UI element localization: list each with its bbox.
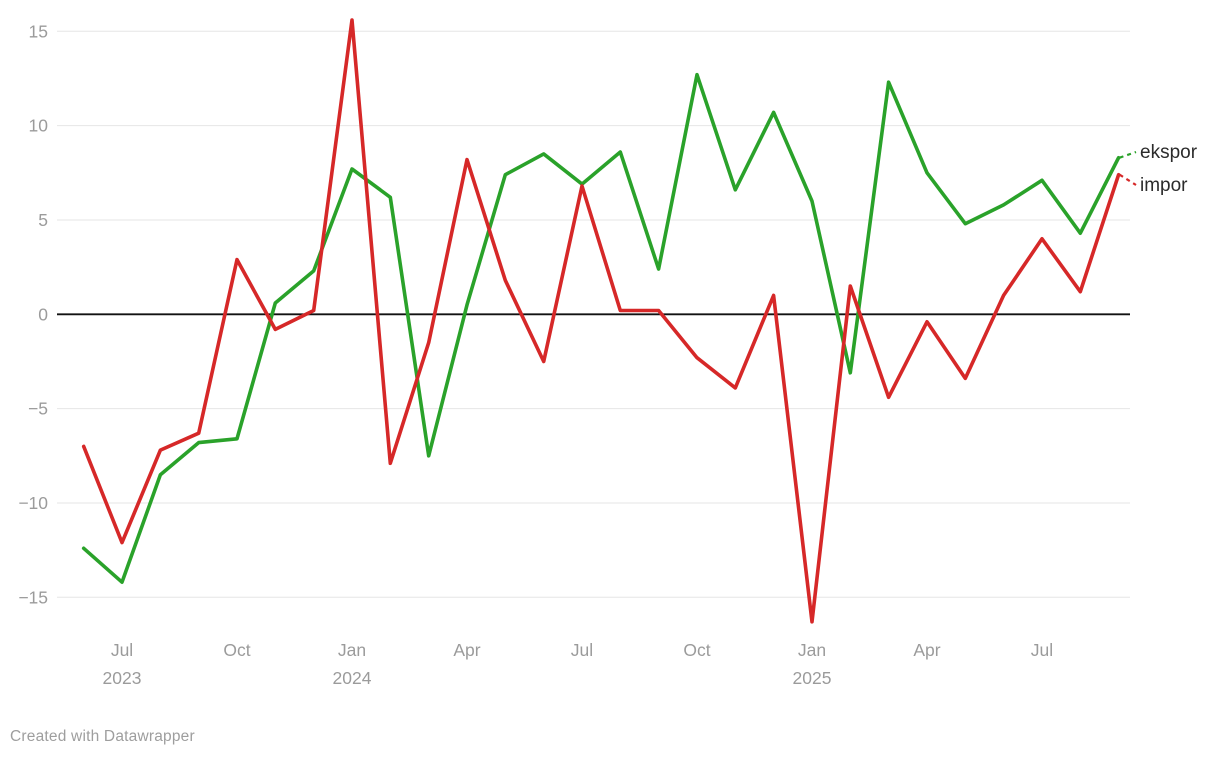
chart-canvas: 15 10 5 0 −5 −10 −15 Jul 2023 Oct Jan 2024 Apr Jul Oct… xyxy=(18,18,1198,688)
x-tick-label-month: Apr xyxy=(453,640,480,660)
y-tick-label: −15 xyxy=(18,587,48,607)
impor-line xyxy=(81,18,1121,624)
x-tick-label-month: Jan xyxy=(798,640,826,660)
x-tick-label-year: 2025 xyxy=(793,668,832,688)
y-tick-label: −5 xyxy=(28,399,48,419)
datawrapper-credit: Created with Datawrapper xyxy=(10,728,195,745)
x-tick-label-month: Oct xyxy=(683,640,710,660)
x-tick-label-month: Jul xyxy=(571,640,593,660)
y-tick-label: 0 xyxy=(38,304,48,324)
x-tick-label-year: 2024 xyxy=(333,668,372,688)
ekspor-line xyxy=(81,72,1121,585)
y-tick-label: 5 xyxy=(38,210,48,230)
y-tick-label: 15 xyxy=(29,21,48,41)
y-tick-label: −10 xyxy=(18,493,48,513)
x-tick-label-month: Apr xyxy=(913,640,940,660)
x-tick-label-month: Oct xyxy=(223,640,250,660)
ekspor-series-label: ekspor xyxy=(1140,142,1198,163)
x-tick-label-year: 2023 xyxy=(103,668,142,688)
x-tick-label-month: Jan xyxy=(338,640,366,660)
y-tick-label: 10 xyxy=(29,116,49,136)
x-tick-label-month: Jul xyxy=(1031,640,1053,660)
x-tick-label-month: Jul xyxy=(111,640,133,660)
ekspor-label-leader-dash xyxy=(1119,150,1137,159)
impor-series-label: impor xyxy=(1140,175,1188,196)
impor-label-leader-dash xyxy=(1119,173,1137,186)
